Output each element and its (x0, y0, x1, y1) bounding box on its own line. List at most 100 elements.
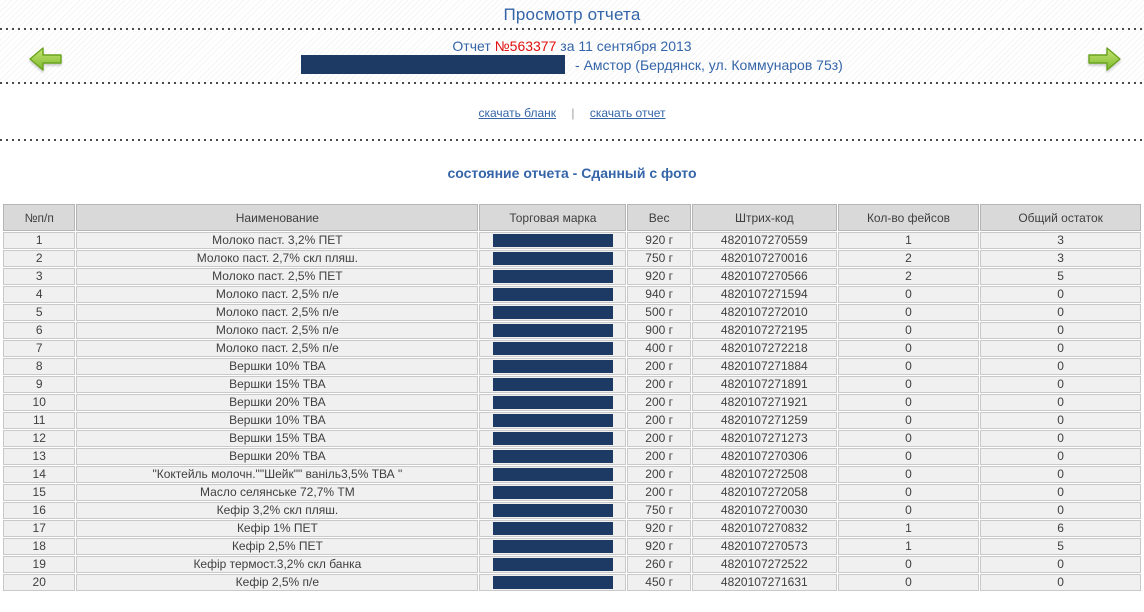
cell-product-name: Вершки 15% ТВА (76, 376, 479, 393)
cell-barcode: 4820107270016 (691, 250, 837, 267)
cell-trademark (479, 322, 627, 339)
cell-row-number: 16 (3, 502, 76, 519)
cell-trademark (479, 286, 627, 303)
cell-row-number: 19 (3, 556, 76, 573)
cell-stock: 3 (980, 250, 1141, 267)
cell-faces: 0 (837, 502, 980, 519)
trademark-redaction-bar (493, 306, 613, 319)
cell-product-name: Кефір термост.3,2% скл банка (76, 556, 479, 573)
cell-stock: 0 (980, 340, 1141, 357)
column-header: №п/п (3, 204, 76, 231)
cell-trademark (479, 268, 627, 285)
divider-nav-bottom (0, 82, 1144, 84)
download-links: скачать бланк | скачать отчет (0, 84, 1144, 139)
cell-trademark (479, 484, 627, 501)
page-title: Просмотр отчета (503, 5, 641, 24)
cell-row-number: 5 (3, 304, 76, 321)
report-number: №563377 (494, 38, 557, 54)
page-header: Просмотр отчета Отчет №563377 (0, 0, 1144, 84)
column-header: Наименование (76, 204, 479, 231)
cell-weight: 920 г (627, 520, 691, 537)
cell-product-name: Молоко паст. 2,5% п/е (76, 340, 479, 357)
cell-trademark (479, 448, 627, 465)
cell-barcode: 4820107270030 (691, 502, 837, 519)
cell-stock: 0 (980, 448, 1141, 465)
cell-product-name: "Коктейль молочн.""Шейк"" ваніль3,5% ТВА… (76, 466, 479, 483)
table-row: 16 Кефір 3,2% скл пляш. 750 г 4820107270… (3, 502, 1141, 519)
cell-product-name: Молоко паст. 2,5% п/е (76, 304, 479, 321)
trademark-redaction-bar (493, 234, 613, 247)
cell-weight: 200 г (627, 394, 691, 411)
cell-row-number: 7 (3, 340, 76, 357)
cell-product-name: Вершки 20% ТВА (76, 394, 479, 411)
column-header: Штрих-код (691, 204, 837, 231)
cell-row-number: 11 (3, 412, 76, 429)
cell-stock: 0 (980, 304, 1141, 321)
trademark-redaction-bar (493, 450, 613, 463)
table-row: 10 Вершки 20% ТВА 200 г 4820107271921 0 … (3, 394, 1141, 411)
cell-product-name: Вершки 10% ТВА (76, 358, 479, 375)
trademark-redaction-bar (493, 504, 613, 517)
cell-row-number: 4 (3, 286, 76, 303)
table-row: 19 Кефір термост.3,2% скл банка 260 г 48… (3, 556, 1141, 573)
cell-trademark (479, 430, 627, 447)
cell-trademark (479, 358, 627, 375)
cell-trademark (479, 376, 627, 393)
cell-trademark (479, 340, 627, 357)
cell-weight: 200 г (627, 412, 691, 429)
cell-stock: 0 (980, 286, 1141, 303)
cell-row-number: 1 (3, 232, 76, 249)
cell-row-number: 17 (3, 520, 76, 537)
prev-report-button[interactable] (28, 46, 62, 77)
cell-barcode: 4820107271273 (691, 430, 837, 447)
cell-trademark (479, 412, 627, 429)
cell-stock: 6 (980, 520, 1141, 537)
cell-faces: 1 (837, 232, 980, 249)
column-header: Вес (627, 204, 691, 231)
table-row: 17 Кефір 1% ПЕТ 920 г 4820107270832 1 6 (3, 520, 1141, 537)
cell-faces: 0 (837, 448, 980, 465)
cell-weight: 400 г (627, 340, 691, 357)
next-report-button[interactable] (1088, 46, 1122, 77)
cell-faces: 1 (837, 538, 980, 555)
cell-weight: 200 г (627, 466, 691, 483)
cell-row-number: 8 (3, 358, 76, 375)
table-row: 3 Молоко паст. 2,5% ПЕТ 920 г 4820107270… (3, 268, 1141, 285)
cell-barcode: 4820107272522 (691, 556, 837, 573)
cell-product-name: Молоко паст. 3,2% ПЕТ (76, 232, 479, 249)
cell-barcode: 4820107271921 (691, 394, 837, 411)
cell-barcode: 4820107272508 (691, 466, 837, 483)
cell-weight: 920 г (627, 268, 691, 285)
download-report-link[interactable]: скачать отчет (589, 106, 666, 120)
download-blank-link[interactable]: скачать бланк (478, 106, 557, 120)
report-heading-block: Отчет №563377 за 11 сентября 2013 - Амст… (0, 30, 1144, 75)
cell-row-number: 13 (3, 448, 76, 465)
cell-weight: 450 г (627, 574, 691, 591)
cell-barcode: 4820107272058 (691, 484, 837, 501)
cell-stock: 0 (980, 358, 1141, 375)
cell-trademark (479, 304, 627, 321)
cell-row-number: 9 (3, 376, 76, 393)
cell-product-name: Молоко паст. 2,5% п/е (76, 286, 479, 303)
trademark-redaction-bar (493, 432, 613, 445)
cell-row-number: 14 (3, 466, 76, 483)
table-row: 9 Вершки 15% ТВА 200 г 4820107271891 0 0 (3, 376, 1141, 393)
table-row: 18 Кефір 2,5% ПЕТ 920 г 4820107270573 1 … (3, 538, 1141, 555)
cell-trademark (479, 250, 627, 267)
trademark-redaction-bar (493, 360, 613, 373)
cell-stock: 0 (980, 556, 1141, 573)
store-name: - Амстор (Бердянск, ул. Коммунаров 75з) (575, 57, 843, 73)
arrow-left-icon (28, 47, 62, 76)
cell-barcode: 4820107271594 (691, 286, 837, 303)
table-row: 5 Молоко паст. 2,5% п/е 500 г 4820107272… (3, 304, 1141, 321)
cell-faces: 0 (837, 574, 980, 591)
cell-faces: 2 (837, 250, 980, 267)
cell-product-name: Кефір 1% ПЕТ (76, 520, 479, 537)
cell-faces: 0 (837, 286, 980, 303)
cell-stock: 5 (980, 268, 1141, 285)
cell-weight: 920 г (627, 538, 691, 555)
cell-faces: 0 (837, 394, 980, 411)
cell-barcode: 4820107270306 (691, 448, 837, 465)
table-row: 12 Вершки 15% ТВА 200 г 4820107271273 0 … (3, 430, 1141, 447)
